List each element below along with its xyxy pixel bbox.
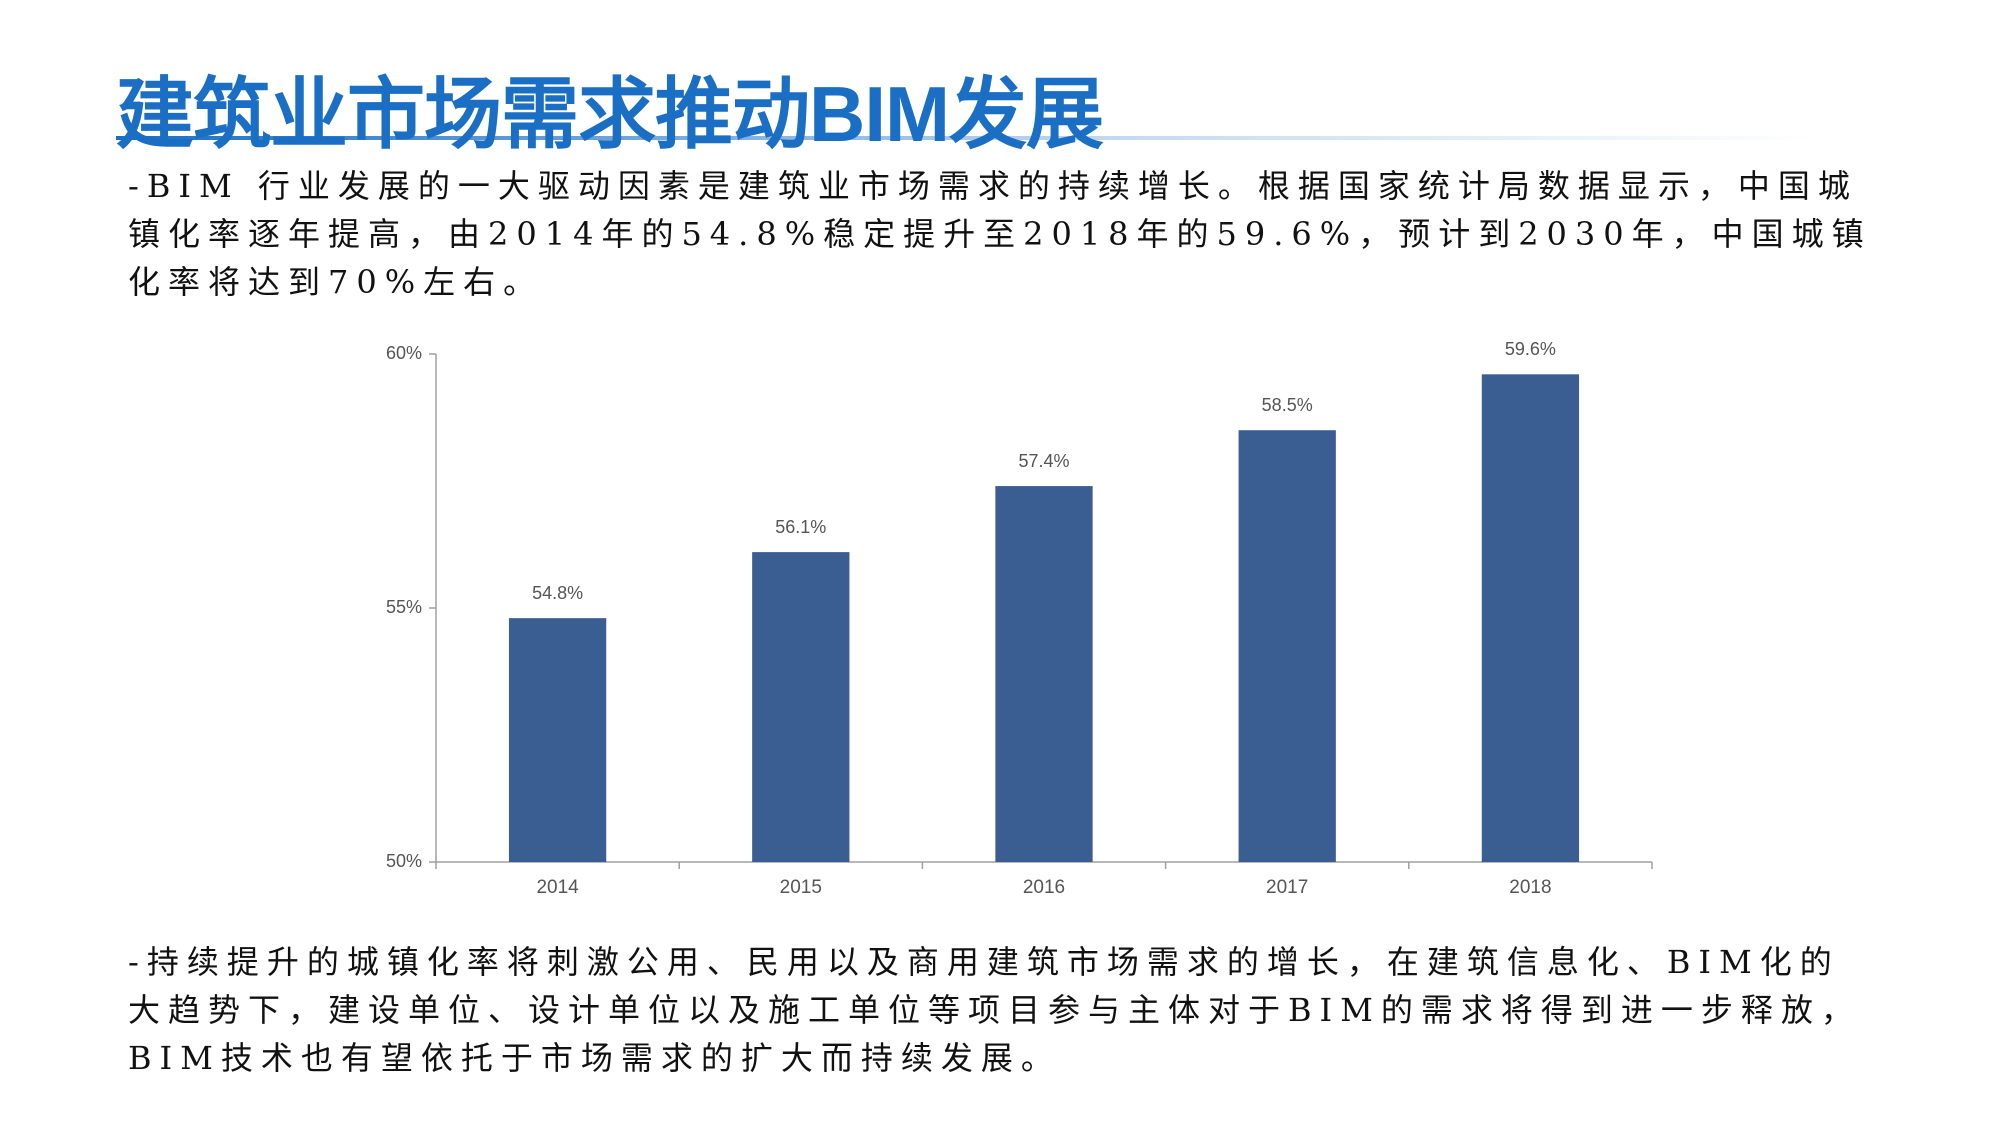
x-tick-label: 2015 <box>780 877 822 898</box>
value-label: 56.1% <box>775 517 826 537</box>
slide-title: 建筑业市场需求推动BIM发展 <box>116 70 1104 158</box>
bar <box>995 486 1093 862</box>
value-label: 57.4% <box>1018 451 1069 471</box>
value-label: 58.5% <box>1262 395 1313 415</box>
bar <box>1481 374 1580 862</box>
title-underline <box>116 136 1816 140</box>
x-tick-label: 2014 <box>536 877 579 898</box>
y-tick-label: 55% <box>386 597 422 617</box>
bar <box>752 552 850 862</box>
bar <box>508 618 607 862</box>
paragraph: -持续提升的城镇化率将刺激公用、民用以及商用建筑市场需求的增长，在建筑信息化、B… <box>128 943 1861 1077</box>
x-tick-label: 2016 <box>1023 877 1065 898</box>
x-tick-label: 2017 <box>1266 877 1308 898</box>
paragraph: -BIM 行业发展的一大驱动因素是建筑业市场需求的持续增长。根据国家统计局数据显… <box>128 167 1872 301</box>
y-tick-label: 50% <box>386 851 422 871</box>
value-label: 59.6% <box>1505 339 1556 359</box>
value-label: 54.8% <box>532 583 583 603</box>
y-tick-label: 60% <box>386 343 422 363</box>
bar <box>1238 430 1336 862</box>
x-tick-label: 2018 <box>1509 877 1551 898</box>
